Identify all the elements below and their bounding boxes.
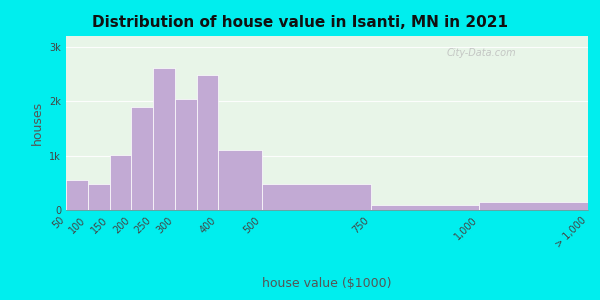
Y-axis label: houses: houses bbox=[31, 101, 44, 145]
Bar bbox=[110, 154, 131, 210]
X-axis label: house value ($1000): house value ($1000) bbox=[262, 277, 392, 290]
Bar bbox=[153, 68, 175, 210]
Bar bbox=[175, 98, 197, 210]
Bar bbox=[479, 202, 588, 210]
Bar bbox=[262, 184, 371, 210]
Bar bbox=[131, 107, 153, 210]
Text: Distribution of house value in Isanti, MN in 2021: Distribution of house value in Isanti, M… bbox=[92, 15, 508, 30]
Bar bbox=[88, 184, 110, 210]
Bar bbox=[218, 150, 262, 210]
Bar bbox=[371, 205, 479, 210]
Text: City-Data.com: City-Data.com bbox=[447, 48, 517, 58]
Bar bbox=[197, 75, 218, 210]
Bar bbox=[66, 180, 88, 210]
